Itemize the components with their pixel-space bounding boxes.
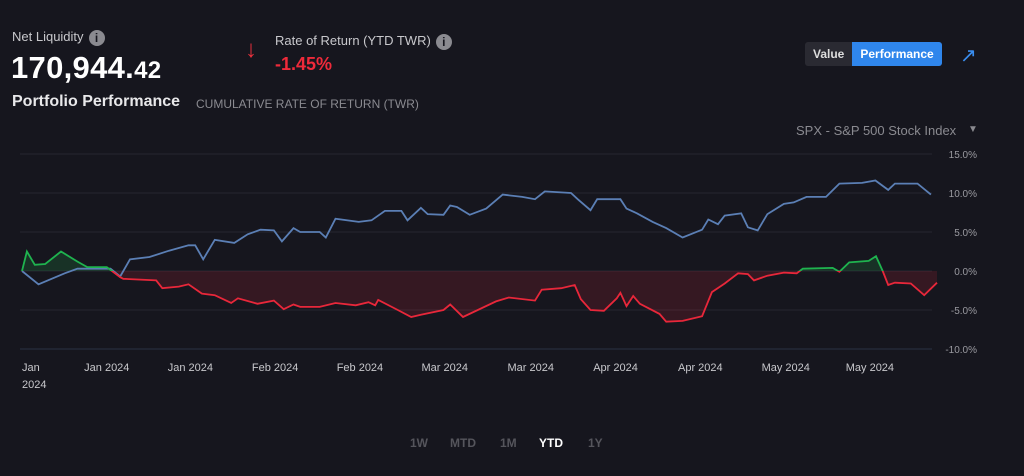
x-tick-label: May 2024 (846, 362, 894, 374)
x-tick-label: Apr 2024 (593, 362, 638, 374)
y-tick-label: -10.0% (945, 345, 977, 356)
range-button-mtd[interactable]: MTD (450, 436, 476, 450)
net-liquidity-value: 170,944.42 (11, 50, 161, 86)
expand-icon[interactable]: ↗ (960, 45, 977, 67)
portfolio-gain-area (22, 251, 937, 271)
y-tick-label: 0.0% (954, 267, 977, 278)
y-tick-label: -5.0% (951, 306, 977, 317)
benchmark-select[interactable]: SPX - S&P 500 Stock Index (796, 123, 957, 138)
x-tick-label: Apr 2024 (678, 362, 723, 374)
value-button[interactable]: Value (813, 47, 845, 61)
rate-of-return-value: -1.45% (275, 54, 333, 74)
down-arrow-icon: ↓ (245, 36, 257, 63)
info-icon[interactable]: i (88, 29, 105, 46)
portfolio-series-line-negative (22, 271, 938, 323)
net-liquidity-cents: 42 (134, 57, 162, 84)
page-subtitle: CUMULATIVE RATE OF RETURN (TWR) (196, 97, 419, 111)
rate-of-return-label-text: Rate of Return (YTD TWR) (275, 33, 431, 48)
x-tick-label: Feb 2024 (252, 362, 298, 374)
portfolio-loss-area (22, 271, 937, 322)
x-tick-label: 2024 (22, 379, 46, 391)
range-button-1w[interactable]: 1W (410, 436, 428, 450)
net-liquidity-whole: 170,944. (11, 50, 135, 85)
net-liquidity-label-text: Net Liquidity (12, 29, 84, 44)
net-liquidity-label: Net Liquidity i (12, 29, 105, 46)
x-tick-label: Jan 2024 (84, 362, 129, 374)
rate-of-return-label: Rate of Return (YTD TWR) i (275, 33, 452, 50)
benchmark-series-line (21, 179, 932, 286)
x-tick-label: Mar 2024 (507, 362, 553, 374)
x-tick-label: Jan (22, 362, 40, 374)
info-icon[interactable]: i (435, 33, 452, 50)
performance-button[interactable]: Performance (852, 42, 942, 66)
page-title: Portfolio Performance (12, 93, 181, 110)
chevron-down-icon[interactable]: ▼ (968, 124, 978, 135)
range-button-ytd[interactable]: YTD (539, 436, 563, 450)
x-tick-label: Feb 2024 (337, 362, 383, 374)
y-tick-label: 15.0% (949, 150, 977, 161)
x-tick-label: Mar 2024 (421, 362, 467, 374)
view-toggle: Value Performance (805, 42, 942, 66)
x-tick-label: May 2024 (762, 362, 810, 374)
range-button-1y[interactable]: 1Y (588, 436, 603, 450)
range-button-1m[interactable]: 1M (500, 436, 517, 450)
x-tick-label: Jan 2024 (168, 362, 213, 374)
y-tick-label: 5.0% (954, 228, 977, 239)
y-tick-label: 10.0% (949, 189, 977, 200)
performance-chart: 15.0% 10.0% 5.0% 0.0% -5.0% -10.0% Jan 2024 Jan … (20, 150, 977, 391)
